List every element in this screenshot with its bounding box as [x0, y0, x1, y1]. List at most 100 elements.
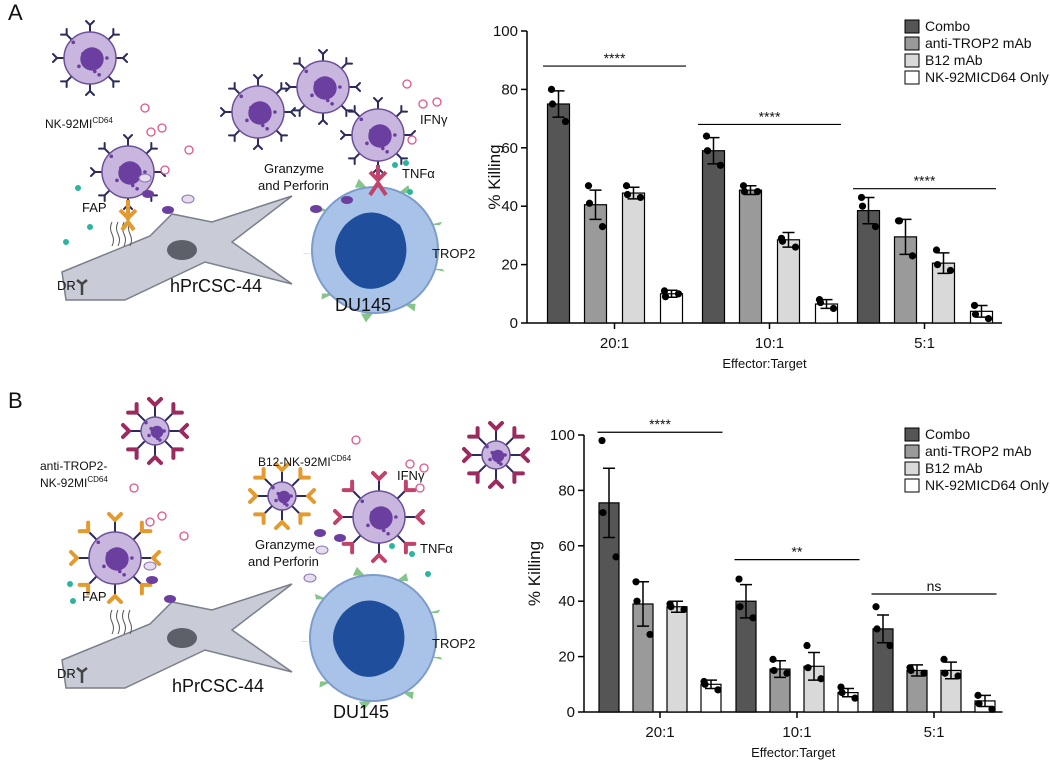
data-point: [632, 578, 640, 586]
granule: [365, 141, 369, 146]
data-point: [769, 655, 777, 663]
label-text: TROP2: [432, 246, 475, 261]
granule: [265, 126, 269, 131]
label-superscript: CD64: [331, 454, 352, 463]
nucleus: [313, 76, 337, 100]
antibody: [151, 550, 161, 566]
error-bar: [589, 189, 602, 221]
antibody: [171, 402, 184, 415]
receptor-tip: [340, 130, 346, 140]
receptor-tip: [345, 57, 353, 65]
label-text: B12-NK-92MI: [258, 455, 331, 469]
granule: [130, 556, 134, 560]
receptor-tip: [400, 157, 408, 165]
antibody: [403, 541, 417, 555]
legend-swatch: [904, 444, 920, 459]
granule: [274, 498, 278, 503]
data-point: [988, 705, 996, 713]
perforin: [303, 573, 317, 583]
label-text: IFNγ: [397, 468, 425, 483]
data-point: [908, 252, 917, 260]
fap-coil: [128, 609, 132, 635]
legend-label: B12 mAb: [925, 52, 983, 68]
ifn-gamma: [140, 103, 150, 113]
receptor-tip: [348, 157, 356, 165]
receptor: [353, 152, 361, 160]
granule: [92, 69, 97, 74]
receptor: [103, 147, 111, 155]
y-tick-label: 20: [558, 649, 575, 666]
data-point: [886, 641, 894, 650]
trop2: [354, 178, 367, 188]
receptor: [65, 33, 73, 41]
legend-swatch: [904, 53, 920, 68]
trop2: [425, 609, 441, 614]
granule: [330, 101, 334, 106]
label-text: hPrCSC-44: [170, 276, 262, 296]
ifn-gamma: [157, 123, 167, 133]
tnf-alpha: [63, 239, 69, 245]
antibody: [488, 421, 504, 431]
y-tick-label: 0: [510, 315, 518, 332]
nucleus: [150, 425, 164, 439]
bar: [701, 150, 726, 324]
granule: [310, 93, 314, 98]
diagram-label: FAP: [82, 589, 107, 604]
label-text: and Perforin: [248, 554, 319, 569]
data-point: [791, 243, 800, 251]
antibody: [69, 550, 79, 566]
fap-coil: [116, 609, 120, 635]
diagram-label: TNFα: [402, 166, 435, 181]
legend-swatch: [904, 70, 920, 85]
trop2: [403, 303, 416, 312]
data-point: [702, 132, 711, 140]
antibody: [107, 512, 123, 522]
significance-label: ****: [759, 108, 781, 124]
antibody: [467, 471, 480, 484]
receptor-tip: [293, 109, 301, 117]
data-point: [804, 664, 812, 672]
data-point: [633, 597, 641, 605]
receptor-tip: [85, 90, 95, 96]
ifn-gamma: [179, 531, 189, 541]
label-superscript: CD64: [92, 116, 113, 125]
granzyme: [310, 205, 322, 213]
granzyme: [146, 576, 158, 584]
fap-coil: [122, 609, 126, 635]
receptor-tip: [318, 119, 328, 125]
granule: [386, 531, 390, 536]
nucleus: [491, 449, 505, 463]
label-text: Granzyme: [264, 161, 324, 176]
data-point: [735, 575, 743, 583]
receptor-tip: [400, 105, 408, 113]
y-tick-label: 80: [558, 482, 575, 499]
data-point: [857, 193, 866, 202]
antibody: [488, 479, 504, 489]
legend-label: NK-92MICD64 Only: [925, 69, 1049, 85]
antibody: [341, 479, 355, 493]
label-text: DR: [57, 666, 76, 681]
antibody: [107, 594, 123, 604]
ifn-gamma: [418, 99, 428, 109]
tnf-alpha: [70, 598, 76, 604]
nucleus: [369, 506, 393, 530]
antibody: [121, 423, 131, 439]
ifn-gamma: [351, 435, 361, 445]
perforin: [315, 545, 329, 555]
antibody: [520, 447, 530, 463]
bar: [621, 192, 646, 324]
tnf-alpha: [425, 571, 431, 577]
nucleus: [248, 101, 272, 125]
receptor: [395, 110, 403, 118]
granule: [271, 485, 275, 490]
fap-coil: [116, 221, 120, 247]
fap-antibody: [118, 200, 138, 232]
dr-receptor: [76, 279, 88, 295]
data-point: [547, 85, 556, 93]
x-tick-label: 20:1: [645, 724, 674, 741]
granule: [393, 133, 397, 137]
antibody: [253, 512, 266, 525]
diagram-label: TROP2: [432, 636, 475, 651]
data-point: [646, 630, 654, 639]
ifn-gamma: [407, 135, 417, 145]
